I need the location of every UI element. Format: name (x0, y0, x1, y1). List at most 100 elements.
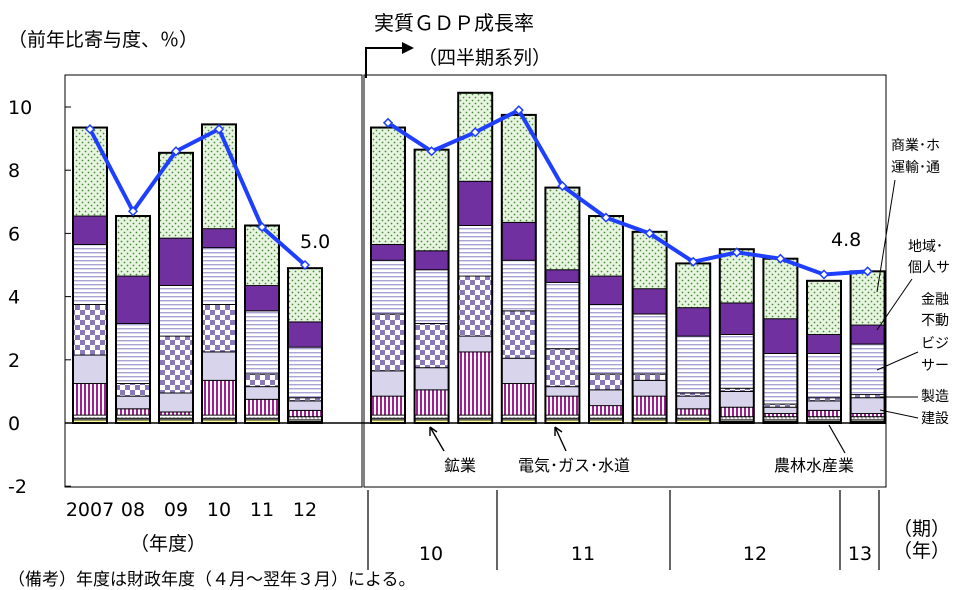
bar-segment-regional_personal (370, 244, 406, 261)
bar-segment-commerce_transport (806, 280, 842, 335)
bar-segment-finance_realestate (244, 373, 280, 388)
bar-segment-finance_realestate (370, 313, 406, 372)
bar-segment-commerce_transport (414, 149, 450, 252)
y-tick-label: 8 (8, 160, 20, 182)
bar-segment-construction (675, 408, 711, 416)
bar-segment-business_services (632, 313, 668, 375)
bar-segment-utilities (806, 416, 842, 421)
y-tick-label: 10 (8, 97, 32, 119)
x-tick-label-annual: 12 (293, 499, 317, 521)
bar-segment-manufacturing (370, 370, 406, 397)
bar-segment-regional_personal (457, 180, 493, 226)
y-tick-label: 4 (8, 287, 20, 309)
title-arrowhead-icon (402, 42, 414, 54)
bar-segment-construction (806, 409, 842, 418)
bar-segment-business_services (158, 285, 194, 337)
bar-segment-construction (501, 383, 537, 416)
bar-segment-commerce_transport (370, 127, 406, 245)
bar-segment-manufacturing (588, 389, 624, 407)
fiscal-year-label: （年度） (130, 533, 206, 555)
bar-segment-manufacturing (158, 392, 194, 413)
total-point (818, 269, 830, 280)
total-point (170, 146, 182, 157)
bar-segment-manufacturing (675, 395, 711, 410)
bar-segment-finance_realestate (457, 275, 493, 337)
bar-segment-commerce_transport (762, 258, 798, 320)
bar-segment-regional_personal (201, 228, 237, 249)
y-tick-label: 2 (8, 350, 20, 372)
total-point (731, 247, 742, 258)
bar-segment-business_services (72, 244, 108, 305)
year-separators (367, 490, 880, 570)
bar-segment-utilities (632, 414, 668, 419)
total-point (470, 127, 481, 138)
total-point (299, 259, 311, 271)
total-point (775, 253, 786, 264)
bar-segment-commerce_transport (719, 248, 755, 304)
y-tick-label: 0 (8, 413, 20, 435)
bar-segment-utilities (588, 414, 624, 419)
bar-segment-business_services (675, 335, 711, 394)
bar-segment-business_services (719, 334, 755, 389)
bar-segment-finance_realestate (287, 397, 323, 402)
total-point (127, 206, 139, 217)
quarterly-bar-2 (457, 91, 494, 424)
sector-label-construction: 建設 (921, 411, 949, 427)
bar-segment-finance_realestate (115, 383, 151, 397)
annual-bar-5 (287, 267, 323, 424)
annual-bar-3 (201, 123, 237, 424)
bar-segment-business_services (244, 310, 280, 375)
bar-segment-utilities (457, 414, 493, 419)
bar-segment-regional_personal (719, 302, 755, 335)
bar-segment-construction (850, 413, 886, 418)
quarterly-last-value-label: 4.8 (831, 229, 861, 251)
year-label: （年） (893, 540, 950, 562)
bar-segment-regional_personal (675, 307, 711, 337)
bar-segment-regional_personal (72, 215, 108, 245)
total-line-layer (84, 105, 873, 280)
plot-frame-quarterly (363, 74, 887, 488)
bar-segment-finance_realestate (675, 392, 711, 397)
bar-segment-regional_personal (762, 318, 798, 354)
annual-last-value-label: 5.0 (300, 231, 330, 253)
bar-segment-construction (158, 411, 194, 416)
quarterly-bar-10 (806, 279, 842, 424)
bar-segment-business_services (414, 269, 450, 324)
mining-pointer-arrow (429, 426, 445, 452)
quarterly-bar-5 (588, 215, 624, 424)
bar-segment-utilities (115, 414, 151, 419)
bar-segment-manufacturing (850, 397, 886, 414)
bar-segment-regional_personal (632, 288, 668, 315)
bar-segment-finance_realestate (806, 397, 842, 402)
annual-bar-4 (244, 224, 280, 424)
bar-segment-commerce_transport (588, 215, 624, 277)
bar-segment-utilities (719, 416, 755, 421)
bar-segment-finance_realestate (158, 335, 194, 394)
bar-segment-finance_realestate (762, 403, 798, 408)
period-label: （期） (893, 518, 950, 540)
annual-bar-2 (158, 151, 194, 424)
bar-segment-regional_personal (501, 221, 537, 261)
bar-segment-manufacturing (632, 379, 668, 397)
bar-segment-commerce_transport (287, 267, 323, 323)
total-point (513, 105, 524, 116)
chart-title: 実質ＧＤＰ成長率 (374, 11, 534, 35)
total-line-quarterly (386, 108, 868, 277)
bar-segment-construction (72, 383, 108, 416)
bar-segment-utilities (544, 414, 580, 419)
bar-segment-utilities (762, 416, 798, 421)
bar-segment-regional_personal (414, 250, 450, 271)
total-point (862, 266, 873, 277)
bar-segment-regional_personal (115, 275, 151, 324)
bar-segment-business_services (501, 259, 537, 312)
footnote: （備考）年度は財政年度（４月～翌年３月）による。 (8, 570, 416, 590)
x-tick-label-annual: 10 (207, 499, 231, 521)
bar-segment-manufacturing (806, 400, 842, 411)
bar-segment-utilities (414, 414, 450, 419)
quarterly-bar-1 (413, 148, 450, 424)
chart-subtitle: （四半期系列） (418, 47, 551, 69)
bar-segment-construction (719, 406, 755, 418)
bar-segment-construction (414, 389, 450, 416)
sector-label-finance: 金融 (921, 292, 949, 308)
bar-segment-manufacturing (72, 354, 108, 384)
